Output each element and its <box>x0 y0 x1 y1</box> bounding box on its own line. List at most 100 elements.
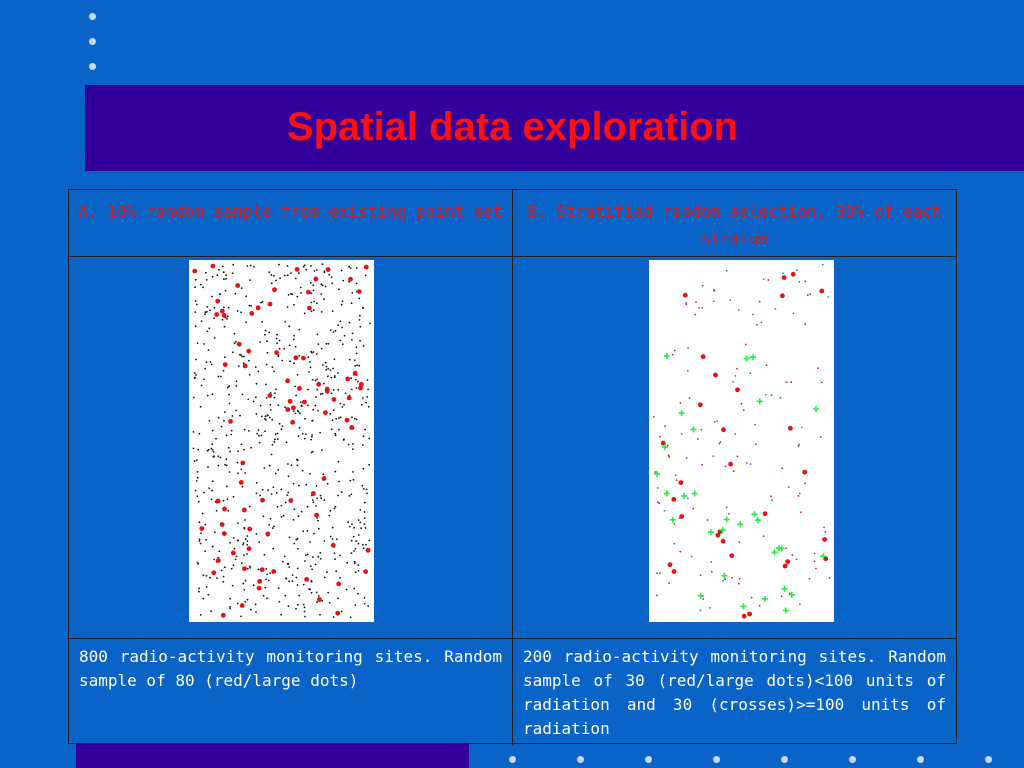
cross-marker <box>723 516 730 523</box>
site-point <box>259 494 261 497</box>
site-point <box>283 555 286 558</box>
sample-point <box>314 512 319 518</box>
sample-point <box>802 469 808 475</box>
site-point <box>361 484 364 487</box>
sample-point <box>267 301 273 307</box>
site-point <box>207 349 210 351</box>
site-point <box>205 271 207 274</box>
sample-point <box>285 407 291 412</box>
site-point <box>228 385 230 388</box>
site-point <box>268 464 271 467</box>
site-point <box>351 292 354 294</box>
site-point <box>248 373 251 376</box>
site-point <box>198 540 201 542</box>
site-point <box>758 300 761 303</box>
site-point <box>288 580 290 583</box>
site-point <box>712 300 715 303</box>
site-point <box>196 476 199 479</box>
site-point <box>263 467 266 469</box>
site-point <box>337 388 340 391</box>
site-point <box>209 576 211 579</box>
site-point <box>827 296 830 298</box>
site-point <box>198 590 200 593</box>
site-point <box>194 278 197 281</box>
site-point <box>687 347 689 349</box>
site-point <box>227 306 230 309</box>
cross-marker <box>669 516 676 523</box>
site-point <box>341 406 344 408</box>
cross-marker <box>781 585 788 592</box>
site-point <box>341 300 344 302</box>
site-point <box>804 323 807 326</box>
site-point <box>277 404 280 407</box>
site-point <box>277 354 280 356</box>
site-point <box>284 501 287 504</box>
site-point <box>351 416 353 419</box>
site-point <box>319 552 322 554</box>
site-point <box>252 400 255 403</box>
site-point <box>293 508 296 511</box>
site-point <box>248 505 251 508</box>
site-point <box>202 574 205 577</box>
sample-point <box>228 419 233 424</box>
site-point <box>350 493 353 496</box>
site-point <box>211 393 214 396</box>
site-point <box>250 305 253 307</box>
site-point <box>289 360 291 363</box>
site-point <box>298 328 301 331</box>
site-point <box>211 429 214 432</box>
sample-point <box>220 612 226 618</box>
site-point <box>278 600 281 603</box>
sample-point <box>780 293 785 299</box>
site-point <box>255 396 257 399</box>
image-cell-b <box>513 257 956 639</box>
site-point <box>235 380 238 383</box>
site-point <box>261 301 264 303</box>
site-point <box>203 343 205 345</box>
site-point <box>205 361 208 364</box>
site-point <box>214 531 216 534</box>
site-point <box>362 435 365 438</box>
site-point <box>262 515 265 518</box>
site-point <box>211 480 214 483</box>
site-point <box>195 303 198 306</box>
site-point <box>353 359 356 362</box>
site-point <box>332 389 335 391</box>
site-point <box>213 306 216 309</box>
site-point <box>359 521 362 524</box>
site-point <box>288 344 291 347</box>
sample-point <box>667 562 673 568</box>
site-point <box>321 392 324 395</box>
site-point <box>671 353 674 356</box>
site-point <box>217 375 220 378</box>
site-point <box>656 572 658 574</box>
site-point <box>225 464 228 467</box>
site-point <box>333 375 336 377</box>
site-point <box>340 303 343 306</box>
site-point <box>310 591 313 594</box>
site-point <box>804 482 806 485</box>
sample-point <box>762 511 768 517</box>
site-point <box>269 409 272 411</box>
cross-marker <box>708 529 714 536</box>
site-point <box>226 315 229 318</box>
site-point <box>264 586 267 589</box>
site-point <box>310 438 312 441</box>
site-point <box>231 415 234 417</box>
site-point <box>240 615 242 618</box>
site-point <box>234 292 237 295</box>
site-point <box>227 509 230 512</box>
site-point <box>656 487 659 489</box>
site-point <box>323 382 325 385</box>
site-point <box>800 511 802 514</box>
cross-marker <box>737 521 744 528</box>
site-point <box>279 277 281 279</box>
site-point <box>305 554 307 557</box>
sample-point <box>274 350 279 355</box>
site-point <box>273 525 275 528</box>
sample-point <box>307 305 312 311</box>
site-point <box>288 536 291 539</box>
sample-point <box>239 603 245 608</box>
decorative-dot <box>89 63 96 70</box>
site-point <box>754 443 757 445</box>
